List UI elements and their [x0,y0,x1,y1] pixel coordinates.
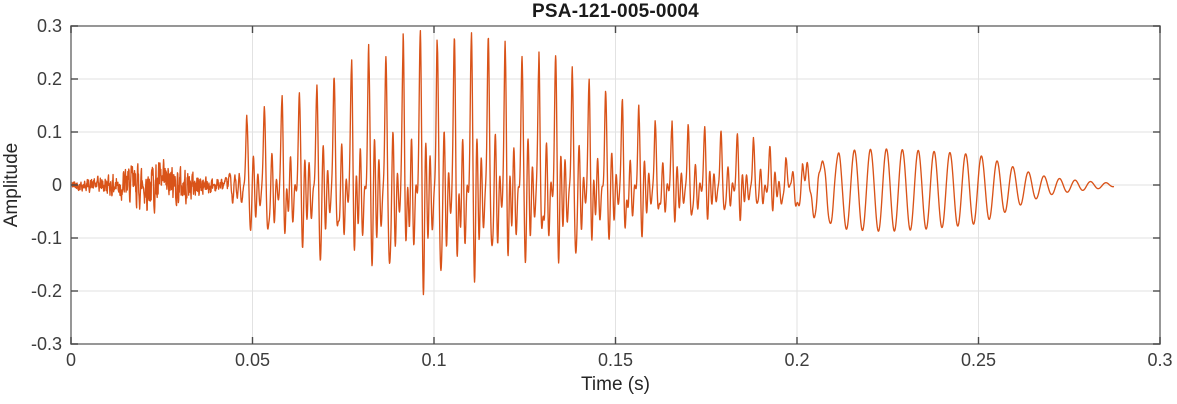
x-tick-label: 0.15 [597,350,634,370]
y-tick-label: -0.1 [30,228,62,248]
x-axis-label: Time (s) [581,374,650,395]
y-tick-label: -0.2 [30,281,62,301]
y-tick-label: 0.1 [36,122,62,142]
y-tick-label: -0.3 [30,334,62,354]
x-tick-label: 0.2 [784,350,810,370]
y-tick-label: 0 [51,175,62,195]
y-tick-label: 0.3 [36,16,62,36]
x-tick-label: 0.05 [234,350,271,370]
x-tick-label: 0.1 [421,350,447,370]
y-tick-label: 0.2 [36,69,62,89]
waveform-series [70,29,1115,296]
x-tick-label: 0.3 [1147,350,1173,370]
chart-title: PSA-121-005-0004 [532,1,699,22]
x-tick-label: 0 [65,350,76,370]
x-tick-label: 0.25 [960,350,997,370]
